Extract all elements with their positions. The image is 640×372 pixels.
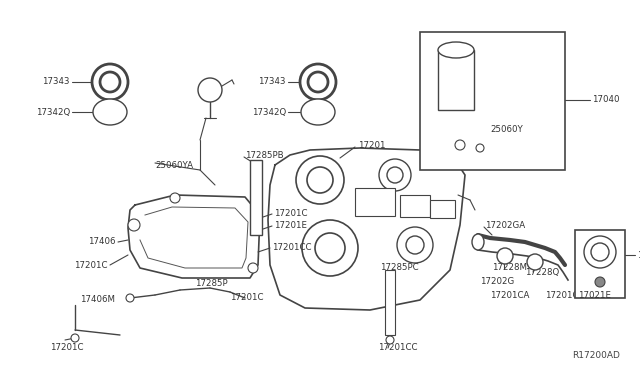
Text: 17406M: 17406M (80, 295, 115, 305)
Circle shape (386, 336, 394, 344)
Text: 25060Y: 25060Y (490, 125, 523, 135)
Bar (438, 50, 474, 110)
Circle shape (591, 243, 609, 261)
Text: 17285P: 17285P (195, 279, 228, 288)
Circle shape (455, 140, 465, 150)
Circle shape (527, 254, 543, 270)
Circle shape (315, 233, 345, 263)
Text: 17201C: 17201C (274, 209, 307, 218)
Text: 17228M: 17228M (492, 263, 527, 273)
Ellipse shape (301, 99, 335, 125)
Text: 17406: 17406 (88, 237, 116, 247)
Text: R17200AD: R17200AD (572, 350, 620, 359)
Circle shape (307, 167, 333, 193)
Text: 17201CC: 17201CC (378, 343, 417, 353)
Bar (355, 188, 395, 216)
Text: 17201C: 17201C (50, 343, 83, 353)
Circle shape (584, 236, 616, 268)
Text: 17202G: 17202G (480, 278, 515, 286)
Circle shape (308, 72, 328, 92)
Ellipse shape (93, 99, 127, 125)
Circle shape (379, 159, 411, 191)
Circle shape (296, 156, 344, 204)
Circle shape (300, 64, 336, 100)
Text: 17201C: 17201C (74, 260, 108, 269)
Text: 17201C: 17201C (230, 294, 264, 302)
Text: 17201CC: 17201CC (272, 244, 312, 253)
Text: 25060YA: 25060YA (155, 160, 193, 170)
Circle shape (387, 167, 403, 183)
Ellipse shape (438, 42, 474, 58)
Circle shape (100, 72, 120, 92)
Bar (575, 230, 625, 298)
Text: 17285PB: 17285PB (245, 151, 284, 160)
Text: 17228Q: 17228Q (525, 267, 559, 276)
Text: 17201CA: 17201CA (490, 292, 529, 301)
Text: 17021E: 17021E (578, 291, 611, 299)
Circle shape (476, 144, 484, 152)
Text: 17040: 17040 (592, 96, 620, 105)
Circle shape (248, 263, 258, 273)
Circle shape (126, 294, 134, 302)
Text: 17202GA: 17202GA (485, 221, 525, 230)
Text: 17285PC: 17285PC (380, 263, 419, 273)
Circle shape (170, 193, 180, 203)
Bar (385, 270, 395, 335)
Circle shape (406, 236, 424, 254)
Text: 17201E: 17201E (274, 221, 307, 231)
Bar (400, 195, 430, 217)
Text: 17201CA: 17201CA (545, 292, 584, 301)
Text: 17251: 17251 (637, 250, 640, 260)
Circle shape (198, 78, 222, 102)
Bar (430, 200, 455, 218)
Ellipse shape (472, 234, 484, 250)
Bar (420, 32, 565, 170)
Text: 17201: 17201 (358, 141, 385, 150)
Circle shape (92, 64, 128, 100)
Circle shape (71, 334, 79, 342)
Circle shape (302, 220, 358, 276)
Bar (250, 160, 262, 235)
Text: 17343: 17343 (42, 77, 70, 87)
Circle shape (595, 277, 605, 287)
Circle shape (128, 219, 140, 231)
Text: 17342Q: 17342Q (36, 108, 70, 116)
Text: 17342Q: 17342Q (252, 108, 286, 116)
Text: 17343: 17343 (259, 77, 286, 87)
Circle shape (497, 248, 513, 264)
Circle shape (397, 227, 433, 263)
